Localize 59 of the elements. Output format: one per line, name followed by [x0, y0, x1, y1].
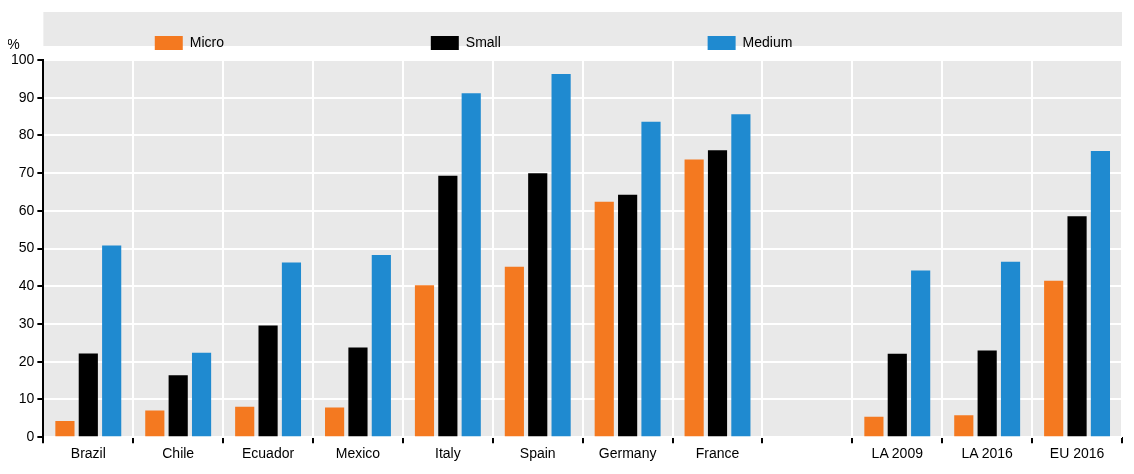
bar: [438, 175, 458, 437]
bar: [191, 352, 212, 437]
bar: [414, 285, 435, 437]
y-tick-label: 100: [11, 50, 35, 67]
y-tick-label: 60: [18, 201, 35, 218]
bar: [281, 262, 302, 437]
bar: [1000, 261, 1021, 437]
y-tick-label: 10: [18, 390, 35, 407]
bar: [977, 350, 997, 437]
bar: [55, 420, 75, 437]
bar: [348, 347, 368, 437]
bar: [954, 415, 974, 437]
bar: [887, 353, 907, 437]
bar: [1090, 150, 1111, 437]
x-tick-label: Mexico: [335, 445, 381, 462]
bar: [145, 410, 165, 437]
y-tick-label: 80: [18, 126, 35, 143]
x-tick-label: Spain: [519, 445, 556, 462]
bar: [461, 93, 481, 437]
x-tick-label: EU 2016: [1049, 445, 1105, 462]
x-tick-label: Chile: [162, 445, 195, 462]
bar: [325, 407, 345, 437]
bar: [235, 406, 255, 437]
legend-label: Small: [465, 33, 684, 50]
x-tick-label: LA 2016: [961, 445, 1014, 462]
bar: [504, 266, 524, 437]
y-tick-label: 30: [18, 314, 35, 331]
y-tick-label: 40: [18, 277, 35, 294]
y-tick-label: 70: [18, 164, 35, 181]
bar: [641, 121, 661, 437]
bar: [168, 375, 188, 437]
bar: [551, 73, 571, 437]
legend-label: Micro: [189, 33, 407, 50]
bar: [618, 194, 638, 437]
legend-label: Medium: [742, 33, 976, 50]
bar: [528, 173, 548, 437]
bar: [258, 325, 278, 437]
x-tick-label: France: [695, 445, 740, 462]
y-tick-label: 50: [18, 239, 35, 256]
y-tick-label: 90: [18, 88, 35, 105]
bar: [102, 245, 122, 437]
bar: [1044, 280, 1064, 437]
x-tick-label: Brazil: [70, 445, 106, 462]
bar: [731, 114, 751, 437]
bar: [594, 201, 614, 437]
x-tick-label: Germany: [598, 445, 657, 462]
bar: [911, 270, 931, 437]
bar: [371, 255, 391, 437]
x-tick-label: Ecuador: [242, 445, 295, 462]
x-tick-label: Italy: [435, 445, 461, 462]
bar: [864, 416, 884, 437]
y-axis-title: %: [7, 35, 20, 52]
y-tick-label: 20: [18, 352, 35, 369]
bar: [684, 159, 704, 437]
x-tick-label: LA 2009: [871, 445, 924, 462]
bar: [78, 353, 98, 437]
bar: [1067, 216, 1087, 437]
bar: [707, 150, 728, 437]
y-tick-label: 0: [26, 428, 35, 445]
